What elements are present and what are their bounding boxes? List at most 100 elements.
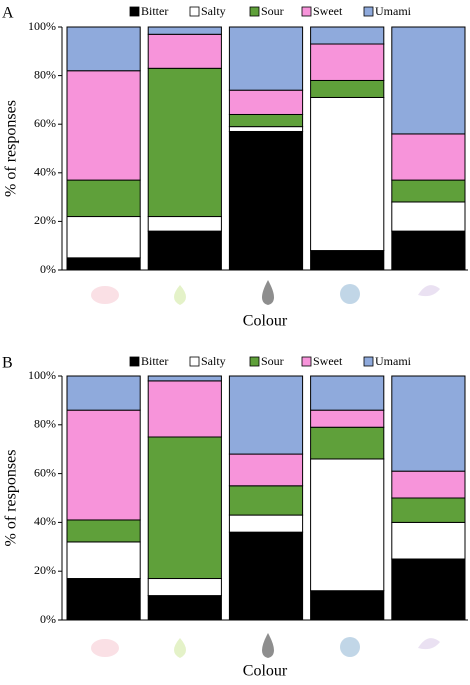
bar-segment [147,33,222,69]
bar-segment [310,409,385,428]
bar-segment [228,485,304,516]
sample-image [174,638,186,658]
y-tick-label: 100% [28,368,56,382]
bar-segment [147,436,222,580]
bar-segment [310,426,385,460]
bar-segment [66,70,141,181]
y-tick-label: 0% [40,262,56,276]
y-tick-label: 20% [34,213,56,227]
sample-image [91,286,119,304]
legend-label: Bitter [141,4,168,18]
bar-segment [310,590,385,621]
bar-segment [147,380,222,438]
bar-segment [147,375,222,382]
y-tick-label: 20% [34,563,56,577]
bar-segment [228,113,304,128]
legend-label: Sweet [313,4,343,18]
legend-swatch [249,6,260,17]
bar-segment [66,26,141,72]
legend-swatch [249,356,260,367]
bar-segment [391,375,466,472]
bar-segment [228,130,304,271]
y-tick-label: 40% [34,514,56,528]
bar-segment [147,26,222,35]
bar-segment [310,458,385,592]
sample-image [340,284,360,304]
y-axis-label: % of responses [3,100,20,197]
y-tick-label: 80% [34,417,56,431]
legend-swatch [301,6,312,17]
x-axis-label: Colour [243,663,288,680]
bar-segment [66,519,141,543]
legend-swatch [189,356,200,367]
bar-segment [310,26,385,45]
bar-segment [147,67,222,218]
bar-segment [228,531,304,621]
legend-swatch [129,6,140,17]
bar-segment [66,409,141,521]
bar-segment [228,89,304,115]
legend-swatch [363,6,374,17]
legend-label: Bitter [141,354,168,368]
legend-swatch [129,356,140,367]
panel-label: A [2,5,14,22]
bar-segment [66,375,141,411]
bar-segment [391,497,466,523]
y-tick-label: 60% [34,465,56,479]
bar-segment [391,179,466,203]
bar-segment [228,26,304,91]
bar-segment [228,514,304,533]
legend-label: Sour [261,4,284,18]
bar-segment [391,201,466,232]
bar-segment [310,79,385,98]
bar-segment [310,250,385,271]
sample-images [91,280,440,658]
bar-segment [391,26,466,135]
bar-segment [66,257,141,271]
y-tick-label: 80% [34,67,56,81]
bar-segment [391,558,466,621]
y-axis-label: % of responses [3,450,20,547]
sample-image [91,639,119,657]
legend-label: Sour [261,354,284,368]
legend-swatch [301,356,312,367]
bar-segment [310,43,385,81]
legend-swatch [189,6,200,17]
legend-swatch [363,356,374,367]
y-tick-label: 0% [40,612,56,626]
bar-segment [228,126,304,132]
bar-segment [66,578,141,621]
sample-image [418,285,440,297]
bar-segment [147,230,222,271]
sample-image [340,637,360,657]
legend-label: Sweet [313,354,343,368]
legend-label: Salty [201,4,226,18]
sample-image [174,285,186,305]
bar-segment [147,216,222,232]
x-axis-label: Colour [243,313,288,330]
bar-segment [147,595,222,621]
y-tick-label: 100% [28,19,56,33]
bar-segment [66,179,141,218]
y-tick-label: 60% [34,116,56,130]
bar-segment [66,216,141,259]
bar-segment [391,133,466,181]
bar-segment [66,541,141,580]
sample-image [262,633,274,658]
bar-segment [228,375,304,455]
bar-segment [391,230,466,271]
legend-label: Umami [375,354,412,368]
bar-segment [147,578,222,597]
y-tick-label: 40% [34,165,56,179]
sample-image [418,638,440,650]
bar-segment [310,375,385,411]
bar-segment [391,470,466,499]
legend-label: Umami [375,4,412,18]
sample-image [262,280,274,305]
bar-segment [391,521,466,560]
bar-segment [310,96,385,252]
bar-segment [228,453,304,487]
legend-label: Salty [201,354,226,368]
panel-label: B [2,355,13,372]
